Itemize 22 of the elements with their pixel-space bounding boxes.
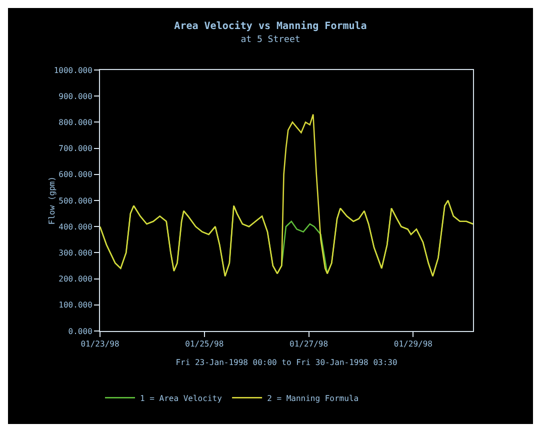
y-tick-label: 0.000: [68, 326, 93, 336]
y-tick-label: 700.000: [58, 144, 93, 154]
x-axis-title: Fri 23-Jan-1998 00:00 to Fri 30-Jan-1998 03:30: [176, 358, 398, 367]
x-tick-label: 01/29/98: [394, 340, 433, 349]
y-tick-label: 1000.000: [54, 66, 93, 75]
y-tick-label: 400.000: [58, 222, 93, 232]
legend-label: 1 = Area Velocity: [140, 394, 222, 403]
chart-subtitle: at 5 Street: [240, 34, 300, 45]
line-series: [100, 114, 473, 277]
y-tick-label: 600.000: [58, 170, 93, 180]
y-axis-title: Flow (gpm): [48, 176, 57, 225]
y-tick-label: 800.000: [58, 118, 93, 127]
y-tick-label: 100.000: [58, 300, 93, 310]
x-tick-label: 01/25/98: [185, 340, 224, 349]
chart-title: Area Velocity vs Manning Formula: [174, 20, 367, 32]
legend-label: 2 = Manning Formula: [267, 394, 359, 403]
y-tick-label: 200.000: [58, 274, 93, 284]
x-tick-label: 01/23/98: [80, 340, 120, 349]
y-tick-label: 300.000: [58, 248, 93, 258]
y-tick-label: 500.000: [58, 196, 93, 206]
y-tick-label: 900.000: [58, 92, 93, 101]
x-tick-label: 01/27/98: [290, 340, 328, 349]
